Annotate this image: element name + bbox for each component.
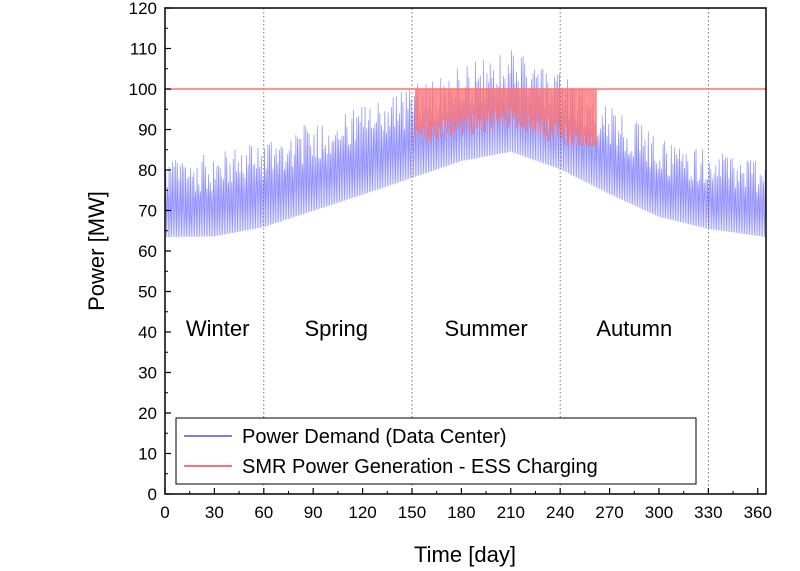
legend-box [175,417,697,485]
season-label-winter: Winter [186,316,250,341]
y-tick-label: 10 [138,445,157,464]
y-tick-label: 110 [130,40,157,59]
x-tick-label: 270 [595,503,623,522]
x-tick-label: 150 [398,503,426,522]
y-axis-ticks: 0 10 20 30 40 50 60 70 80 90 100 110 120 [129,0,171,504]
x-tick-label: 180 [447,503,475,522]
x-tick-label: 360 [744,503,772,522]
x-tick-label: 120 [348,503,376,522]
x-tick-label: 30 [205,503,224,522]
x-tick-label: 240 [546,503,574,522]
x-tick-label: 0 [160,503,169,522]
x-tick-label: 60 [254,503,273,522]
season-label-summer: Summer [445,316,528,341]
legend-smr-label: SMR Power Generation - ESS Charging [242,456,598,478]
season-label-spring: Spring [304,316,368,341]
y-tick-label: 50 [138,283,157,302]
x-tick-label: 210 [497,503,525,522]
y-tick-label: 60 [138,242,157,261]
x-axis-ticks: 0 30 60 90 120 150 180 210 240 270 300 330 360 [160,488,772,522]
season-labels: Winter Spring Summer Autumn [186,316,672,341]
y-axis-label: Power [MW] [84,191,109,311]
demand-series-line [164,50,767,238]
y-tick-label: 80 [138,161,157,180]
y-tick-label: 100 [129,80,157,99]
y-tick-label: 70 [138,202,157,221]
y-tick-label: 90 [138,121,157,140]
x-axis-label: Time [day] [414,542,516,567]
demand-band [164,50,767,238]
y-tick-label: 120 [129,0,157,18]
y-tick-label: 40 [138,323,157,342]
y-tick-label: 0 [148,485,157,504]
x-tick-label: 90 [304,503,323,522]
legend: Power Demand (Data Center) SMR Power Gen… [175,417,697,485]
season-label-autumn: Autumn [596,316,672,341]
y-tick-label: 20 [138,404,157,423]
x-tick-label: 330 [694,503,722,522]
x-tick-label: 300 [645,503,673,522]
y-tick-label: 30 [138,364,157,383]
legend-demand-label: Power Demand (Data Center) [242,426,507,448]
charging-band [414,89,597,146]
